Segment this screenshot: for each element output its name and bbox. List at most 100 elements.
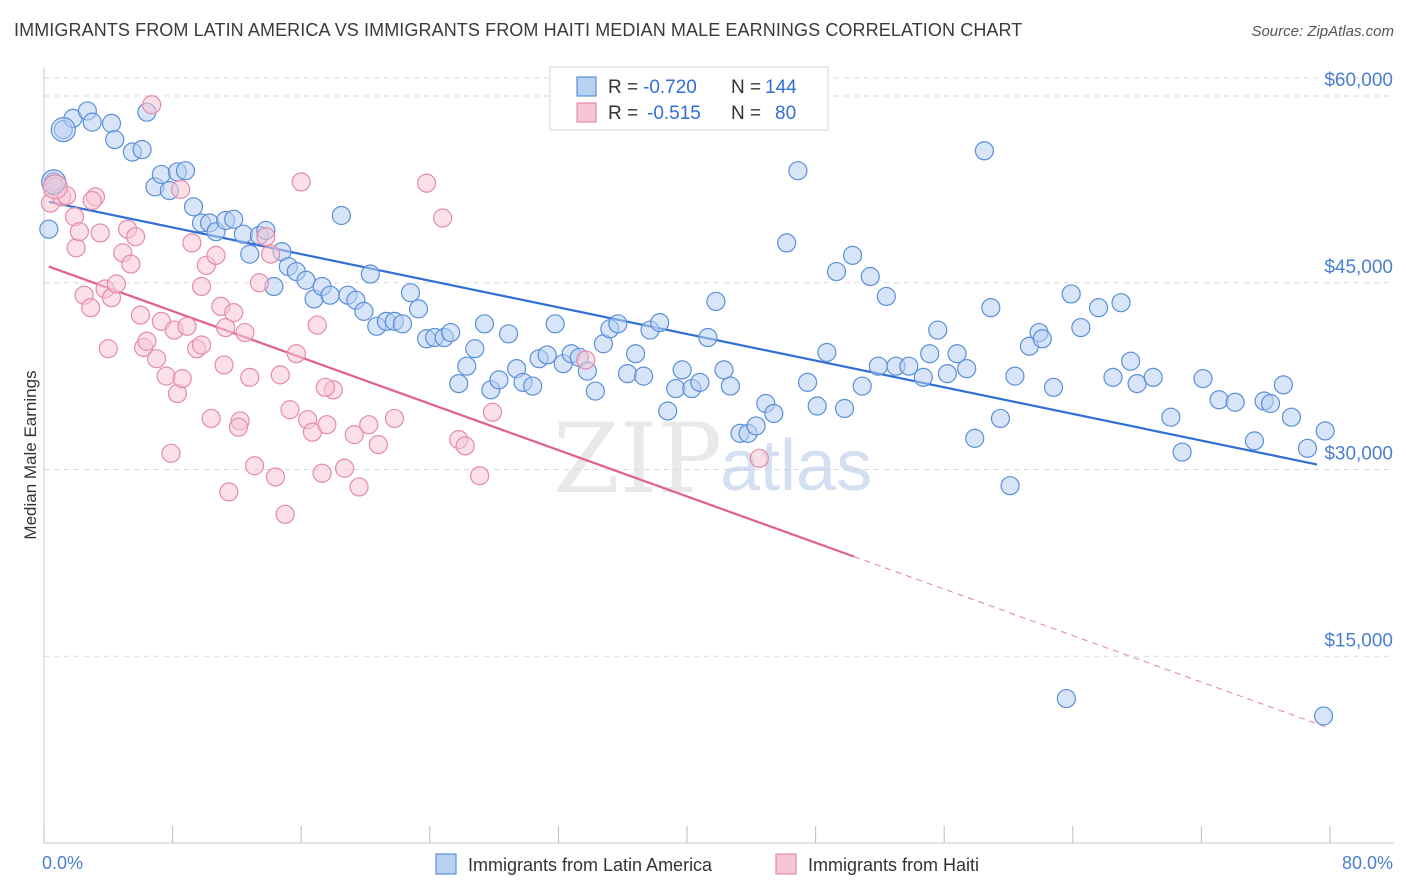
trend-lines: [48, 200, 1331, 729]
point-latin-america: [1209, 390, 1229, 410]
watermark-zip: ZIP: [553, 403, 722, 515]
point-latin-america: [788, 161, 808, 181]
stats-legend-swatch-blue: [576, 76, 597, 97]
trend-line-haiti: [48, 265, 855, 558]
point-latin-america: [1056, 688, 1076, 709]
stats-n-value-2: 80: [775, 103, 796, 124]
point-haiti: [416, 173, 437, 193]
point-latin-america: [1088, 298, 1109, 318]
point-latin-america: [408, 299, 429, 319]
stats-r-value-2: -0.515: [647, 103, 701, 124]
point-latin-america: [320, 285, 340, 305]
point-latin-america: [1143, 367, 1163, 387]
point-latin-america: [777, 233, 797, 253]
point-latin-america: [990, 408, 1011, 429]
y-tick-label: $30,000: [1324, 444, 1393, 465]
point-haiti: [137, 331, 157, 351]
point-haiti: [576, 350, 596, 370]
point-haiti: [201, 408, 221, 429]
stats-r-label-2: R =: [608, 103, 638, 124]
point-latin-america: [826, 261, 847, 282]
point-latin-america: [817, 342, 837, 363]
point-latin-america: [1225, 392, 1245, 412]
point-latin-america: [354, 301, 374, 321]
point-latin-america: [714, 360, 734, 380]
point-latin-america: [1103, 367, 1123, 387]
series-legend-label-haiti: Immigrants from Haiti: [808, 855, 979, 875]
stats-legend: R = -0.720 N = 144 R = -0.515 N = 80: [549, 66, 829, 131]
point-latin-america: [82, 112, 102, 132]
point-latin-america: [1111, 293, 1131, 313]
point-haiti: [275, 504, 295, 524]
point-latin-america: [899, 356, 919, 376]
point-haiti: [214, 355, 234, 375]
point-haiti: [470, 466, 490, 486]
point-latin-america: [224, 209, 244, 229]
y-tick-label: $60,000: [1324, 70, 1393, 91]
point-haiti: [191, 335, 212, 355]
point-latin-america: [585, 381, 605, 401]
point-latin-america: [797, 372, 818, 392]
series-legend-swatch-haiti: [775, 853, 797, 875]
point-latin-america: [672, 360, 692, 380]
point-latin-america: [449, 373, 469, 394]
point-haiti: [172, 369, 192, 389]
point-latin-america: [746, 416, 766, 436]
point-latin-america: [981, 298, 1001, 318]
point-latin-america: [545, 314, 565, 334]
point-latin-america: [1161, 407, 1181, 427]
point-latin-america: [233, 224, 253, 244]
point-latin-america: [489, 370, 509, 390]
point-latin-america: [537, 345, 557, 365]
point-latin-america: [1000, 476, 1020, 496]
point-latin-america: [764, 403, 784, 424]
point-latin-america: [183, 197, 204, 217]
point-latin-america: [465, 339, 485, 359]
point-latin-america: [392, 314, 413, 334]
point-latin-america: [650, 312, 670, 333]
point-latin-america: [132, 139, 152, 160]
point-latin-america: [39, 219, 59, 239]
stats-r-value-1: -0.720: [643, 77, 697, 98]
point-latin-america: [50, 117, 76, 143]
point-haiti: [130, 305, 151, 325]
point-latin-america: [523, 376, 543, 396]
point-haiti: [433, 208, 453, 228]
point-latin-america: [1127, 373, 1147, 394]
point-latin-america: [360, 264, 380, 284]
y-axis-title: Median Male Earnings: [21, 370, 40, 539]
point-haiti: [121, 254, 141, 274]
point-haiti: [82, 190, 102, 211]
point-latin-america: [1260, 393, 1281, 414]
point-latin-america: [240, 244, 260, 264]
point-haiti: [69, 222, 89, 242]
x-tick-label-right: 80.0%: [1342, 853, 1393, 873]
point-latin-america: [807, 396, 827, 416]
point-latin-america: [842, 245, 863, 265]
point-latin-america: [913, 367, 933, 387]
point-haiti: [261, 244, 281, 264]
point-latin-america: [1071, 317, 1091, 338]
watermark: ZIP atlas: [553, 403, 872, 515]
point-haiti: [228, 417, 249, 437]
point-latin-america: [947, 344, 967, 364]
point-haiti: [482, 402, 503, 422]
point-haiti: [42, 174, 68, 200]
point-latin-america: [1273, 375, 1293, 395]
point-haiti: [142, 95, 162, 115]
point-latin-america: [101, 113, 122, 133]
point-latin-america: [296, 270, 316, 290]
data-points: [39, 95, 1335, 726]
point-latin-america: [1281, 407, 1302, 427]
point-latin-america: [498, 324, 519, 344]
stats-n-label-2: N =: [731, 103, 761, 124]
point-latin-america: [1315, 421, 1335, 441]
point-latin-america: [1244, 431, 1265, 451]
y-tick-labels: $15,000 $30,000 $45,000 $60,000: [1324, 70, 1393, 651]
series-legend: Immigrants from Latin America Immigrants…: [435, 853, 979, 875]
point-haiti: [265, 467, 286, 487]
point-haiti: [368, 435, 388, 455]
series-legend-swatch-latin-america: [435, 853, 457, 875]
point-haiti: [307, 315, 327, 335]
